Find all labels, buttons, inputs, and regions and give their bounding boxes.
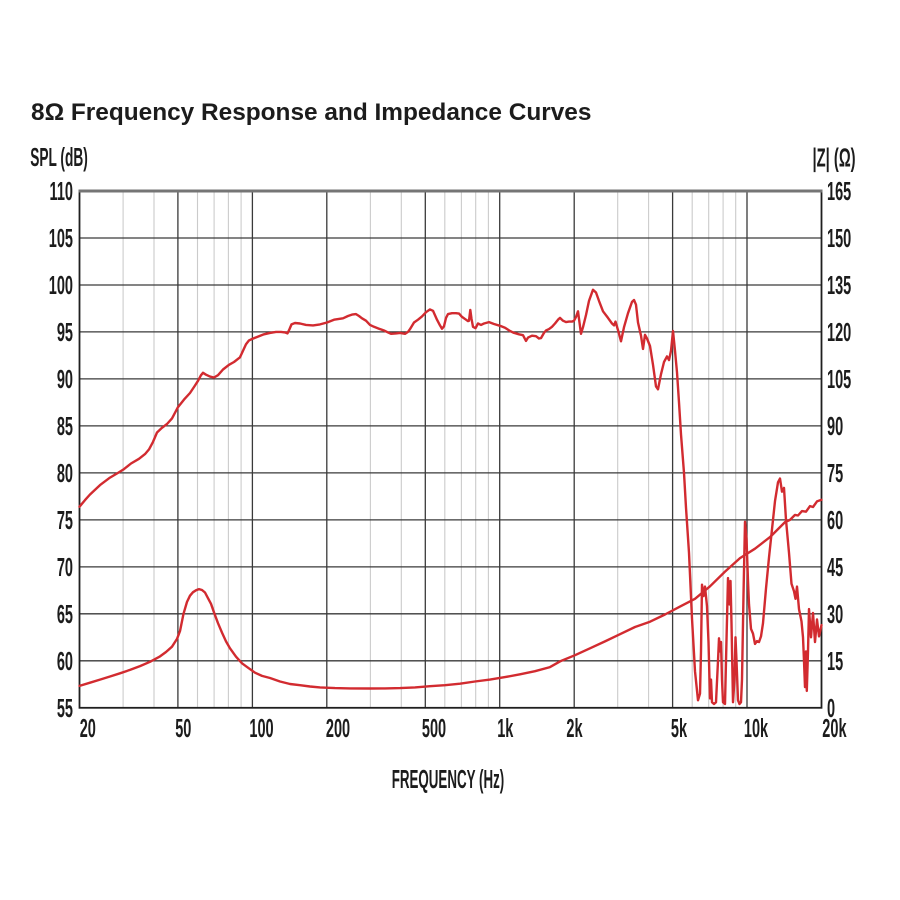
svg-text:1k: 1k (497, 715, 513, 743)
svg-text:60: 60 (57, 648, 73, 676)
svg-text:2k: 2k (566, 715, 582, 743)
svg-text:30: 30 (827, 601, 843, 629)
svg-text:75: 75 (827, 460, 843, 488)
svg-text:0: 0 (827, 695, 835, 723)
svg-text:55: 55 (57, 695, 73, 723)
svg-text:45: 45 (827, 554, 843, 582)
svg-text:100: 100 (49, 272, 73, 300)
svg-text:500: 500 (422, 715, 446, 743)
svg-text:80: 80 (57, 460, 73, 488)
svg-text:70: 70 (57, 554, 73, 582)
svg-text:165: 165 (827, 178, 851, 206)
svg-text:110: 110 (50, 178, 73, 206)
svg-text:135: 135 (827, 272, 851, 300)
svg-text:60: 60 (827, 507, 843, 535)
svg-text:20: 20 (80, 715, 96, 743)
svg-text:105: 105 (827, 366, 851, 394)
svg-text:150: 150 (827, 225, 851, 253)
svg-text:20k: 20k (822, 715, 847, 743)
svg-text:105: 105 (49, 225, 73, 253)
svg-text:100: 100 (249, 715, 273, 743)
svg-text:95: 95 (57, 319, 73, 347)
svg-text:200: 200 (326, 715, 350, 743)
svg-text:90: 90 (827, 413, 843, 441)
svg-text:65: 65 (57, 601, 73, 629)
svg-text:8Ω Frequency Response and Impe: 8Ω Frequency Response and Impedance Curv… (31, 99, 591, 126)
svg-text:5k: 5k (671, 715, 687, 743)
svg-text:90: 90 (57, 366, 73, 394)
svg-text:85: 85 (57, 413, 73, 441)
svg-text:75: 75 (57, 507, 73, 535)
svg-text:120: 120 (827, 319, 851, 347)
svg-text:|Z| (Ω): |Z| (Ω) (813, 144, 856, 172)
svg-text:FREQUENCY (Hz): FREQUENCY (Hz) (392, 767, 505, 795)
svg-text:SPL (dB): SPL (dB) (30, 144, 88, 173)
svg-text:15: 15 (827, 648, 843, 676)
svg-text:50: 50 (175, 715, 191, 743)
svg-text:10k: 10k (744, 715, 769, 743)
